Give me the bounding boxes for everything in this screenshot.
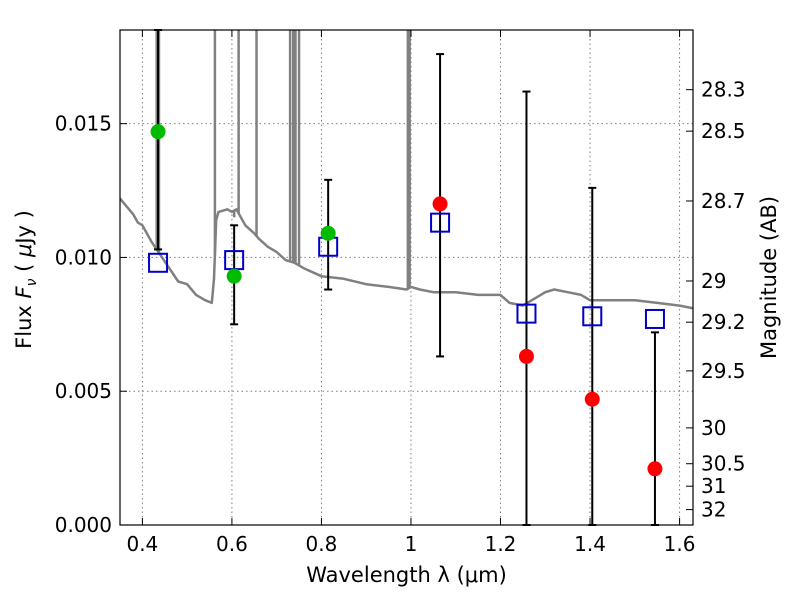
detection-point — [320, 225, 336, 241]
detection-point — [150, 124, 166, 140]
model-flux-square — [644, 308, 665, 329]
y-tick-label: 0.010 — [55, 245, 112, 269]
grid — [120, 30, 693, 526]
y-axis-label: Flux Fν ( μJy ) — [12, 210, 40, 349]
y-axis-label-unit: Jy ) — [12, 210, 36, 246]
x-axis-label: Wavelength λ (μm) — [306, 563, 507, 587]
axis-ticks — [120, 30, 693, 526]
y-axis-label-fvar: F — [12, 286, 36, 299]
plot-frame — [119, 29, 694, 526]
x-tick-label: 1.6 — [664, 532, 696, 556]
y-axis-label-mu: μ — [12, 244, 36, 258]
magnitude-tick-label: 28.5 — [701, 119, 746, 143]
detection-point — [226, 268, 242, 284]
magnitude-tick-label: 30.5 — [701, 452, 746, 476]
upper-limit-point — [432, 196, 448, 212]
y-tick-label: 0.000 — [55, 513, 112, 537]
model-flux-square — [516, 303, 537, 324]
magnitude-tick-label: 32 — [701, 498, 726, 522]
x-tick-label: 0.6 — [216, 532, 248, 556]
magnitude-tick-label: 28.7 — [701, 189, 746, 213]
magnitude-tick-label: 29.5 — [701, 359, 746, 383]
y-axis-label-post: ( — [12, 257, 36, 279]
template-spectrum-line — [120, 197, 693, 310]
x-tick-label: 0.8 — [306, 532, 338, 556]
magnitude-tick-label: 29.2 — [701, 310, 746, 334]
magnitude-tick-label: 29 — [701, 269, 726, 293]
x-tick-label: 0.4 — [126, 532, 158, 556]
upper-limit-point — [518, 348, 534, 364]
model-flux-square — [582, 306, 603, 327]
x-tick-label: 1.4 — [574, 532, 606, 556]
x-tick-label: 1 — [405, 532, 418, 556]
y-axis-label-pre: Flux — [12, 299, 36, 349]
magnitude-tick-label: 30 — [701, 416, 726, 440]
upper-limit-point — [584, 391, 600, 407]
y-axis-label-fsub: ν — [24, 278, 40, 286]
magnitude-tick-label: 28.3 — [701, 78, 746, 102]
magnitude-axis-label: Magnitude (AB) — [757, 196, 781, 359]
template-spectrum — [120, 30, 693, 310]
magnitude-tick-label: 31 — [701, 474, 726, 498]
y-tick-label: 0.005 — [55, 379, 112, 403]
model-flux-square — [148, 252, 169, 273]
data-markers — [148, 124, 665, 477]
model-flux-square — [430, 212, 451, 233]
upper-limit-point — [647, 461, 663, 477]
tick-labels: 0.4 0.6 0.8 1 1.2 1.4 1.6 0.000 0.005 0.010 0.015 2… — [55, 78, 746, 556]
y-tick-label: 0.015 — [55, 112, 112, 136]
x-tick-label: 1.2 — [485, 532, 517, 556]
